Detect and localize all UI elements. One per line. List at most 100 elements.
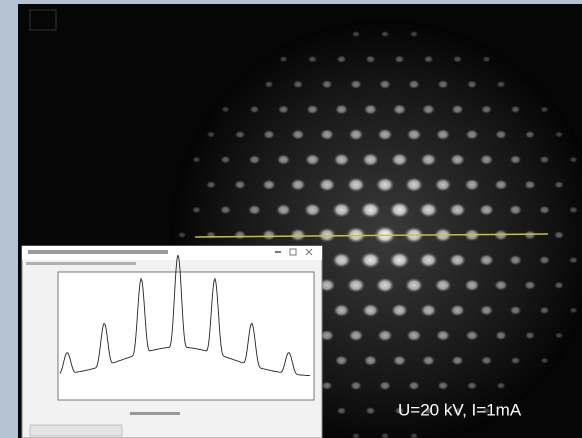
- spot: [525, 131, 535, 139]
- spot: [347, 278, 365, 293]
- spot: [333, 304, 349, 317]
- spot: [318, 228, 336, 243]
- spot: [395, 55, 405, 63]
- spot: [435, 178, 452, 192]
- spot: [539, 206, 550, 215]
- spot: [480, 154, 493, 165]
- spot: [362, 304, 379, 318]
- spot: [362, 153, 379, 167]
- spot: [450, 304, 465, 316]
- x-axis-title-placeholder: [130, 412, 180, 415]
- spot: [389, 202, 409, 218]
- spot: [364, 355, 377, 366]
- spot: [496, 382, 505, 389]
- spot: [377, 329, 392, 341]
- spot: [449, 203, 466, 217]
- spot: [333, 153, 349, 166]
- spot: [366, 407, 376, 415]
- spot: [304, 203, 321, 217]
- spot: [554, 181, 564, 188]
- spot: [277, 154, 290, 165]
- spot: [496, 81, 505, 88]
- spot: [540, 307, 550, 315]
- spot: [248, 205, 261, 215]
- spot: [569, 307, 577, 313]
- spot: [569, 206, 578, 213]
- spot: [540, 358, 548, 364]
- spot: [366, 55, 376, 63]
- spot: [405, 177, 423, 192]
- spot: [511, 106, 521, 113]
- spot: [335, 104, 348, 114]
- spot: [381, 31, 389, 37]
- window-title-placeholder: [28, 250, 168, 254]
- spot: [466, 129, 479, 139]
- spot: [319, 178, 336, 192]
- spot: [569, 157, 577, 163]
- spot: [391, 153, 408, 167]
- spot: [234, 230, 246, 240]
- spot: [320, 129, 334, 140]
- spot: [540, 106, 548, 112]
- spot: [511, 357, 521, 364]
- spot: [422, 355, 435, 365]
- spot: [376, 278, 395, 293]
- scene: U=20 kV, I=1mA: [0, 0, 582, 438]
- spot: [467, 382, 477, 390]
- spot: [293, 80, 303, 88]
- spot: [249, 155, 261, 164]
- spot: [408, 80, 420, 89]
- spot: [220, 206, 231, 215]
- spot: [347, 177, 365, 192]
- spot: [391, 304, 408, 318]
- plot-area: [58, 272, 314, 400]
- spot: [420, 304, 436, 317]
- spot: [449, 253, 466, 267]
- spot: [479, 204, 494, 216]
- spot: [379, 381, 391, 390]
- spot: [322, 80, 333, 89]
- spot: [335, 355, 348, 365]
- spot: [349, 129, 364, 141]
- spot: [350, 381, 362, 390]
- spot: [555, 131, 563, 137]
- spot: [364, 104, 377, 115]
- spot: [479, 254, 494, 266]
- spot: [408, 381, 420, 390]
- spot: [278, 105, 289, 114]
- spot: [509, 205, 522, 215]
- spot: [495, 331, 507, 340]
- spot: [206, 231, 216, 239]
- spot: [453, 56, 462, 63]
- spot: [405, 278, 423, 293]
- spot: [435, 278, 452, 292]
- spot: [393, 355, 406, 366]
- spot: [407, 129, 422, 141]
- spot: [419, 202, 438, 217]
- window-min: [275, 251, 281, 253]
- spot: [262, 179, 275, 190]
- spot: [305, 154, 320, 166]
- spot: [379, 80, 391, 89]
- spot: [322, 381, 333, 390]
- spot: [377, 128, 392, 140]
- spot: [221, 106, 229, 112]
- spot: [360, 202, 380, 218]
- spot: [332, 253, 351, 268]
- spot: [389, 252, 409, 268]
- spot: [467, 80, 477, 88]
- spot: [524, 180, 536, 189]
- spot: [420, 153, 436, 166]
- spot: [419, 253, 438, 268]
- spot: [524, 230, 536, 240]
- profile-window: [22, 246, 322, 438]
- window-buttons: [30, 425, 122, 436]
- spot: [424, 56, 434, 63]
- spot: [192, 206, 201, 213]
- spot: [263, 130, 275, 139]
- spot: [510, 306, 522, 315]
- spot: [482, 56, 490, 62]
- spot: [510, 155, 522, 164]
- spot: [554, 231, 564, 239]
- spot: [495, 130, 507, 139]
